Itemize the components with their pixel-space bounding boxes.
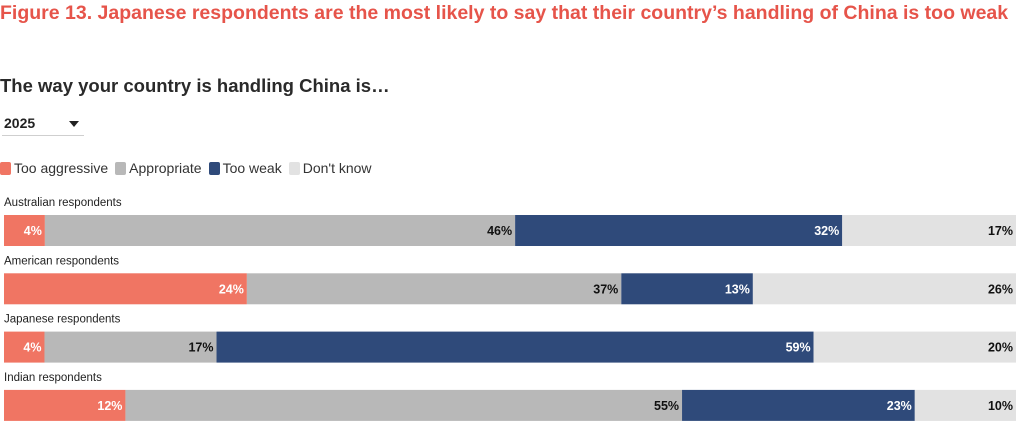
data-label: 59% bbox=[786, 341, 811, 355]
legend-swatch bbox=[288, 161, 300, 175]
bar-segment-too-weak bbox=[621, 273, 753, 305]
data-label: 23% bbox=[887, 399, 912, 413]
data-label: 4% bbox=[23, 341, 41, 355]
data-label: 17% bbox=[188, 341, 213, 355]
data-label: 17% bbox=[988, 224, 1013, 238]
legend-item-too-weak: Too weak bbox=[208, 160, 282, 176]
legend-swatch bbox=[115, 161, 127, 175]
bar-segment-don-t-know bbox=[842, 215, 1016, 246]
legend-label: Don't know bbox=[302, 160, 372, 176]
chevron-down-icon bbox=[69, 121, 79, 127]
bar-segment-don-t-know bbox=[914, 389, 1016, 421]
bar-segment-appropriate bbox=[44, 215, 516, 246]
bar-segment-appropriate bbox=[246, 273, 622, 305]
data-label: 4% bbox=[24, 224, 42, 238]
category-label: Indian respondents bbox=[4, 372, 102, 384]
chart-subtitle: The way your country is handling China i… bbox=[0, 75, 390, 96]
bar-row-indian-respondents: Indian respondents 12% 55% 23% 10% bbox=[4, 372, 1016, 421]
bar-row-australian-respondents: Australian respondents 4% 46% 32% 17% bbox=[4, 197, 1016, 246]
bar-segment-too-weak bbox=[682, 389, 915, 421]
category-label: Japanese respondents bbox=[4, 314, 121, 326]
year-dropdown-value: 2025 bbox=[4, 115, 36, 131]
bar-segment-too-weak bbox=[216, 331, 814, 363]
bar-segment-don-t-know bbox=[752, 273, 1016, 305]
data-label: 55% bbox=[654, 399, 679, 413]
stacked-bar-chart: Australian respondents 4% 46% 32% 17% America… bbox=[4, 197, 1016, 421]
bar-row-japanese-respondents: Japanese respondents 4% 17% 59% 20% bbox=[4, 314, 1016, 363]
legend-swatch bbox=[0, 161, 11, 175]
data-label: 13% bbox=[725, 282, 750, 296]
legend-label: Too weak bbox=[222, 160, 282, 176]
legend-item-too-aggressive: Too aggressive bbox=[0, 160, 108, 176]
legend-item-appropriate: Appropriate bbox=[115, 160, 202, 176]
data-label: 20% bbox=[988, 341, 1013, 355]
data-label: 37% bbox=[593, 282, 618, 296]
data-label: 26% bbox=[988, 282, 1013, 296]
data-label: 10% bbox=[988, 399, 1013, 413]
bar-segment-too-weak bbox=[515, 215, 843, 246]
bar-segment-too-aggressive bbox=[4, 215, 45, 246]
year-dropdown[interactable]: 2025 bbox=[2, 110, 84, 136]
bar-segment-too-aggressive bbox=[4, 389, 126, 421]
legend-swatch bbox=[208, 161, 220, 175]
category-label: American respondents bbox=[4, 255, 119, 267]
data-label: 32% bbox=[814, 224, 839, 238]
data-label: 24% bbox=[219, 282, 244, 296]
figure-title: Figure 13. Japanese respondents are the … bbox=[0, 2, 1009, 24]
bar-segment-too-aggressive bbox=[4, 273, 247, 305]
category-label: Australian respondents bbox=[4, 197, 122, 209]
data-label: 46% bbox=[487, 224, 512, 238]
chart-legend: Too aggressive Appropriate Too weak Don't k… bbox=[0, 159, 379, 177]
data-label: 12% bbox=[97, 399, 122, 413]
legend-item-don-t-know: Don't know bbox=[288, 160, 372, 176]
bar-segment-too-aggressive bbox=[4, 331, 45, 363]
bar-segment-appropriate bbox=[125, 389, 683, 421]
bar-segment-appropriate bbox=[44, 331, 217, 363]
legend-label: Too aggressive bbox=[14, 160, 109, 176]
bar-segment-don-t-know bbox=[813, 331, 1016, 363]
legend-label: Appropriate bbox=[129, 160, 202, 176]
bar-row-american-respondents: American respondents 24% 37% 13% 26% bbox=[4, 255, 1016, 305]
